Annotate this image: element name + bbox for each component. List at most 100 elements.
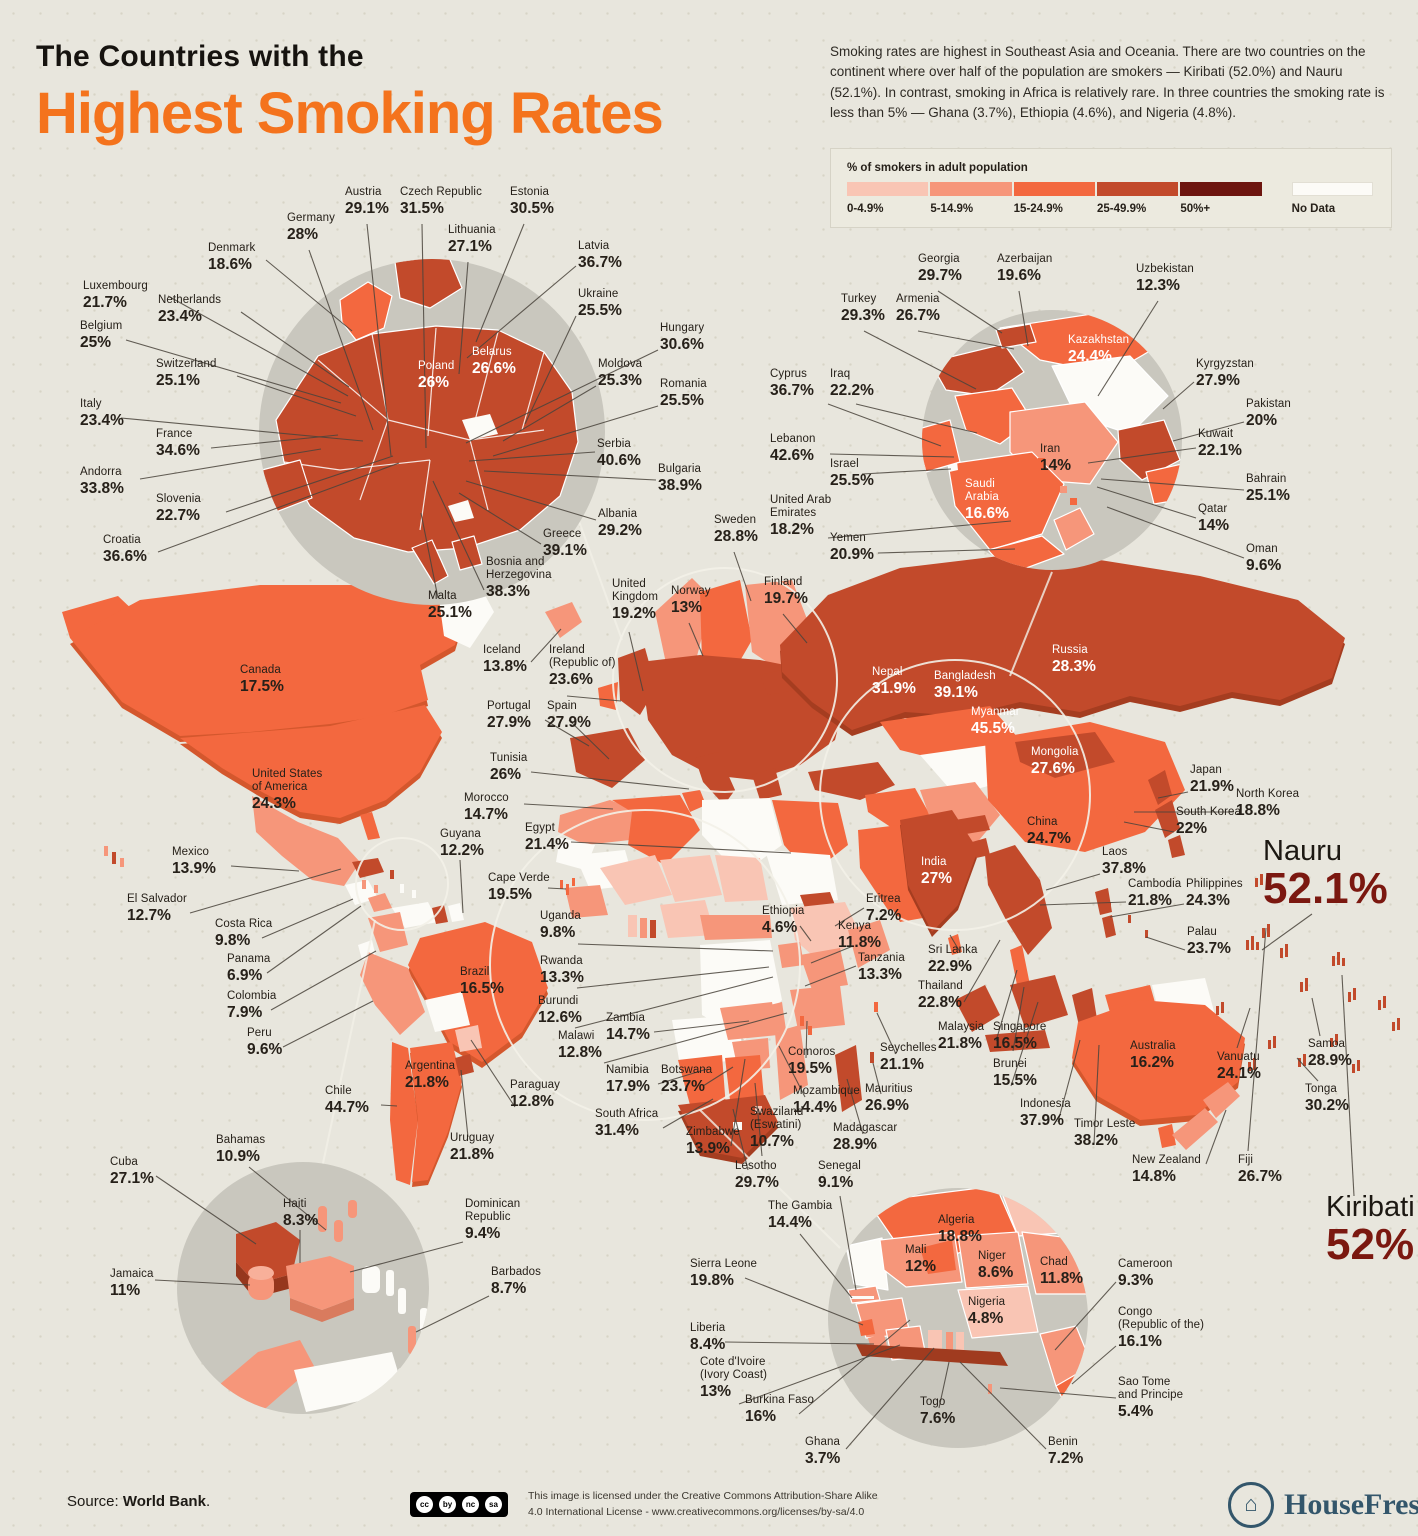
region-philippines	[1102, 915, 1116, 938]
region-iran	[920, 782, 1000, 845]
country-name: Georgia	[918, 253, 960, 265]
country-label: Botswana 23.7%	[661, 1064, 712, 1095]
country-value: 22.8%	[918, 993, 962, 1011]
country-label: Greece 39.1%	[543, 528, 587, 559]
country-name: Zambia	[606, 1012, 645, 1024]
region-bangladesh	[972, 838, 990, 858]
country-label: Haiti 8.3%	[283, 1198, 318, 1229]
leader-line	[1054, 1281, 1117, 1351]
leader-line	[1157, 791, 1189, 799]
country-name: Palau	[1187, 926, 1217, 938]
country-value: 12.8%	[510, 1092, 554, 1110]
country-label: Cuba 27.1%	[110, 1156, 154, 1187]
country-value: 12.8%	[558, 1043, 602, 1061]
inset-florida	[206, 1340, 314, 1414]
legend-panel: % of smokers in adult population 0-4.9% 5…	[830, 148, 1392, 228]
country-label: Panama 6.9%	[227, 953, 270, 984]
inset-ghana	[928, 1330, 942, 1360]
country-value: 26%	[418, 373, 450, 391]
country-name: Australia	[1130, 1040, 1176, 1052]
country-name: Timor Leste	[1074, 1118, 1136, 1130]
country-label: Samoa 28.9%	[1308, 1038, 1352, 1069]
region-algeria	[612, 795, 700, 865]
country-label: Georgia 29.7%	[918, 253, 962, 284]
country-name: Switzerland	[156, 358, 217, 370]
country-value: 27.6%	[1031, 759, 1075, 777]
country-label: Azerbaijan 19.6%	[997, 253, 1052, 284]
leader-line	[1205, 1109, 1227, 1165]
country-value: 27.1%	[110, 1169, 154, 1187]
region-se-asia	[985, 845, 1052, 955]
cc-icon-cc: cc	[416, 1496, 433, 1513]
country-name: Cameroon	[1118, 1258, 1173, 1270]
country-label: The Gambia 14.4%	[768, 1200, 832, 1231]
country-name: Slovenia	[156, 493, 201, 505]
country-value: 28.8%	[714, 527, 758, 545]
region-uk	[618, 648, 656, 715]
region-ecuador	[358, 940, 376, 960]
leader-line	[240, 311, 350, 388]
leader-line	[1247, 927, 1267, 1152]
country-label: Qatar 14%	[1198, 503, 1229, 534]
country-value: 18.8%	[1236, 801, 1280, 819]
country-name: Sweden	[714, 514, 757, 526]
country-name: Lithuania	[448, 224, 496, 236]
region-png	[1152, 978, 1215, 1025]
leader-line	[782, 613, 808, 644]
country-label: North Korea 18.8%	[1236, 788, 1299, 819]
country-name: Panama	[227, 953, 271, 965]
country-name: Vanuatu	[1217, 1051, 1260, 1063]
country-value: 10.7%	[750, 1132, 794, 1150]
country-name: Qatar	[1198, 503, 1228, 515]
country-value: 39.1%	[543, 541, 587, 559]
country-value: 23.7%	[661, 1077, 705, 1095]
country-name: Mexico	[172, 846, 210, 858]
country-value: 20%	[1246, 411, 1278, 429]
country-label: Saudi Arabia 16.6%	[965, 478, 1009, 522]
country-value: 28.9%	[1308, 1051, 1352, 1069]
country-name: Estonia	[510, 186, 550, 198]
country-label: Nigeria 4.8%	[968, 1296, 1005, 1327]
country-value: 10.9%	[216, 1147, 260, 1165]
region-italy	[695, 752, 735, 805]
country-value: 9.8%	[540, 923, 576, 941]
country-name: Argentina	[405, 1060, 456, 1072]
region-venezuela	[392, 902, 438, 928]
country-name: Myanmar	[971, 706, 1020, 718]
country-label: Chile 44.7%	[325, 1085, 369, 1116]
country-value: 16.6%	[965, 504, 1009, 522]
country-label: Belarus 26.6%	[472, 346, 516, 377]
country-name: North Korea	[1236, 788, 1300, 800]
country-name: Malta	[428, 590, 457, 602]
country-label: Russia 28.3%	[1052, 644, 1096, 675]
inset-togo	[946, 1332, 953, 1360]
country-name: Togo	[920, 1396, 946, 1408]
country-label: Algeria 18.8%	[938, 1214, 982, 1245]
leader-line	[653, 1020, 750, 1033]
country-name: Benin	[1048, 1436, 1078, 1448]
country-value: 24.1%	[1217, 1064, 1261, 1082]
country-name: Tanzania	[858, 952, 905, 964]
country-name: Sri Lanka	[928, 944, 978, 956]
country-name: Bangladesh	[934, 670, 996, 682]
country-name: Cote d'Ivoire (Ivory Coast)	[700, 1356, 768, 1381]
country-value: 12.7%	[127, 906, 171, 924]
region-eritrea	[800, 892, 835, 908]
region-mauritania	[575, 850, 635, 890]
leader-line	[1162, 381, 1195, 410]
country-label: Togo 7.6%	[920, 1396, 955, 1427]
country-name: Algeria	[938, 1214, 975, 1226]
region-colombia	[368, 912, 408, 952]
country-label: Brunei 15.5%	[993, 1058, 1037, 1089]
country-value: 23.4%	[158, 307, 202, 325]
country-label: Cape Verde 19.5%	[488, 872, 550, 903]
country-value: 14%	[1198, 516, 1230, 534]
leader-line	[210, 434, 339, 449]
country-label: Ireland (Republic of) 23.6%	[549, 644, 616, 688]
region-sulawesi	[1072, 988, 1098, 1030]
region-central-asia	[920, 745, 1010, 795]
leader-line	[460, 1069, 469, 1138]
country-label: Malawi 12.8%	[558, 1030, 602, 1061]
region-zambia	[720, 1002, 778, 1040]
source-name: World Bank	[122, 1493, 206, 1510]
